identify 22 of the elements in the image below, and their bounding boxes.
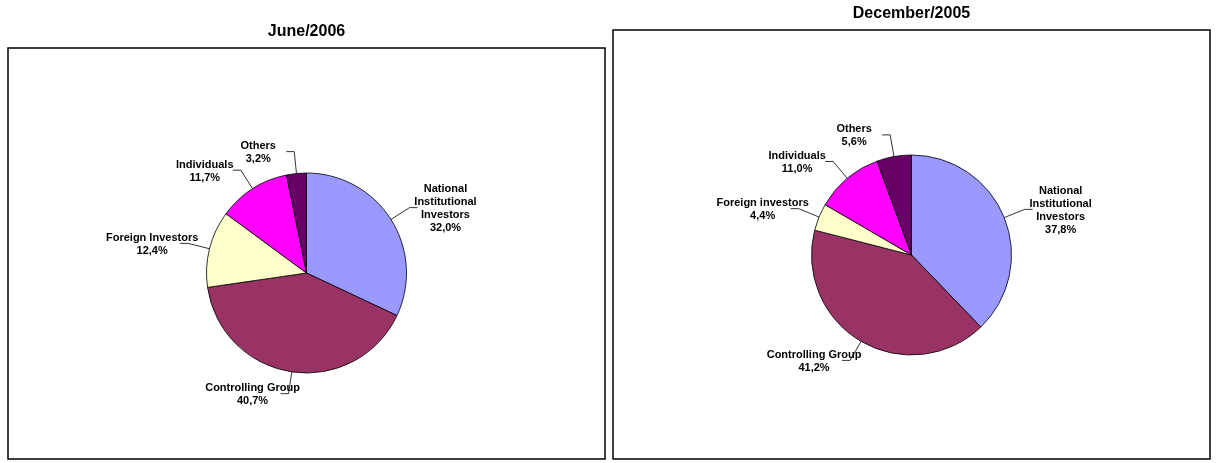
chart-title: December/2005	[852, 4, 971, 21]
data-label: 32,0%	[429, 221, 462, 234]
slice-label: Foreign investors	[716, 196, 809, 209]
slice-label: Individuals	[176, 157, 234, 170]
slice-label: National Institutional Investors	[414, 182, 477, 221]
slice-label: National Institutional Investors	[1029, 183, 1092, 222]
slice-label: Controlling Group	[766, 347, 862, 360]
slice-label: Others	[240, 139, 276, 152]
slice-label: Others	[836, 122, 872, 135]
chart-title: June/2006	[267, 22, 346, 39]
data-label: 4,4%	[750, 209, 776, 222]
data-label: 3,2%	[245, 152, 272, 165]
data-label: 12,4%	[136, 243, 168, 256]
slice-label: Foreign Investors	[106, 230, 199, 243]
slice-label: Individuals	[768, 148, 826, 161]
data-label: 40,7%	[236, 394, 269, 407]
data-label: 11,7%	[189, 170, 221, 183]
data-label: 11,0%	[781, 161, 813, 174]
data-label: 37,8%	[1045, 222, 1077, 235]
data-label: 5,6%	[841, 135, 867, 148]
slice-label: Controlling Group	[205, 381, 301, 394]
data-label: 41,2%	[798, 360, 830, 373]
